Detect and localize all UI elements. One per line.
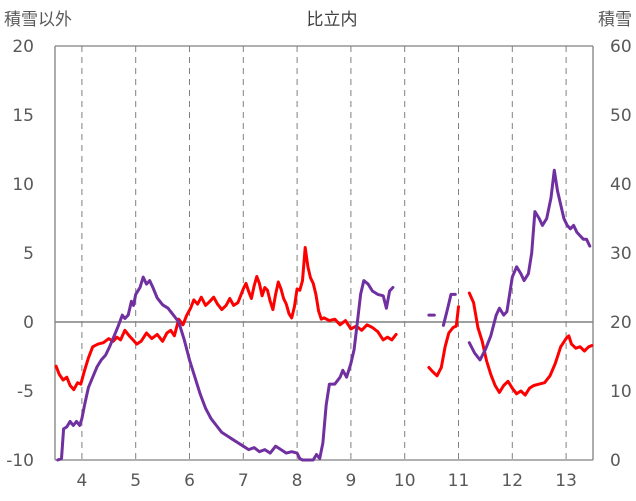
right-tick-label: 30 bbox=[610, 244, 632, 264]
right-tick-label: 50 bbox=[610, 106, 632, 126]
chart-title: 比立内 bbox=[307, 10, 358, 30]
x-tick-label: 10 bbox=[394, 471, 416, 491]
x-tick-label: 8 bbox=[292, 471, 303, 491]
x-tick-label: 5 bbox=[130, 471, 141, 491]
left-tick-label: 20 bbox=[12, 37, 34, 57]
right-tick-labels: 60 50 40 30 20 10 0 bbox=[610, 37, 632, 471]
x-tick-labels: 4 5 6 7 8 9 10 11 12 13 bbox=[76, 471, 576, 491]
right-tick-label: 0 bbox=[610, 451, 621, 471]
red-series-line bbox=[427, 305, 460, 378]
left-tick-label: 5 bbox=[23, 244, 34, 264]
x-tick-label: 7 bbox=[238, 471, 249, 491]
left-tick-label: 10 bbox=[12, 175, 34, 195]
x-tick-label: 4 bbox=[76, 471, 87, 491]
x-tick-label: 9 bbox=[345, 471, 356, 491]
x-tick-label: 12 bbox=[501, 471, 523, 491]
left-tick-label: 0 bbox=[23, 313, 34, 333]
x-tick-label: 6 bbox=[184, 471, 195, 491]
right-axis-label: 積雪 bbox=[598, 10, 632, 30]
right-tick-label: 40 bbox=[610, 175, 632, 195]
left-tick-label: -5 bbox=[17, 382, 34, 402]
right-tick-label: 60 bbox=[610, 37, 632, 57]
x-tick-label: 13 bbox=[555, 471, 577, 491]
x-tick-label: 11 bbox=[448, 471, 470, 491]
right-tick-label: 10 bbox=[610, 382, 632, 402]
left-tick-label: -10 bbox=[6, 451, 34, 471]
axis-lines bbox=[54, 45, 594, 461]
purple-series-line bbox=[441, 292, 457, 327]
purple-series-line bbox=[467, 168, 592, 362]
left-tick-labels: 20 15 10 5 0 -5 -10 bbox=[6, 37, 34, 471]
left-axis-label: 積雪以外 bbox=[4, 10, 72, 30]
red-series-line bbox=[54, 246, 398, 392]
vertical-gridlines bbox=[81, 46, 567, 460]
series-lines bbox=[54, 168, 594, 462]
left-tick-label: 15 bbox=[12, 106, 34, 126]
right-tick-label: 20 bbox=[610, 313, 632, 333]
purple-series-line bbox=[56, 275, 395, 462]
red-series-line bbox=[467, 291, 594, 397]
